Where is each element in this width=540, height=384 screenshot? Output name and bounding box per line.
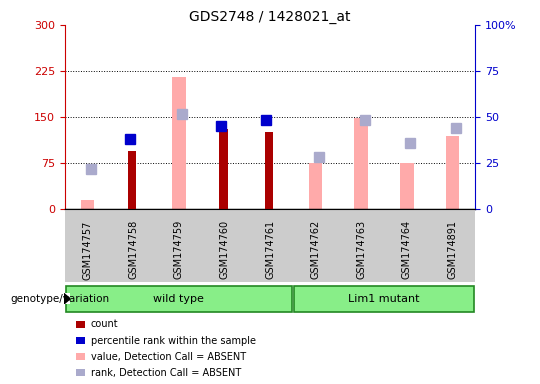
Bar — [76, 321, 85, 328]
Text: GSM174760: GSM174760 — [219, 220, 230, 279]
Polygon shape — [64, 293, 70, 304]
Bar — [354, 118, 368, 209]
Text: count: count — [91, 319, 118, 329]
Bar — [76, 353, 85, 360]
Bar — [76, 369, 85, 376]
Text: percentile rank within the sample: percentile rank within the sample — [91, 336, 256, 346]
Bar — [128, 151, 137, 209]
Text: wild type: wild type — [153, 293, 204, 304]
Bar — [446, 136, 459, 209]
Text: GDS2748 / 1428021_at: GDS2748 / 1428021_at — [189, 10, 351, 23]
Bar — [76, 337, 85, 344]
Bar — [265, 132, 273, 209]
Bar — [219, 129, 227, 209]
Text: genotype/variation: genotype/variation — [11, 294, 110, 304]
FancyBboxPatch shape — [66, 286, 292, 311]
Text: GSM174761: GSM174761 — [265, 220, 275, 279]
Text: GSM174764: GSM174764 — [402, 220, 412, 279]
Text: GSM174757: GSM174757 — [83, 220, 92, 280]
Text: rank, Detection Call = ABSENT: rank, Detection Call = ABSENT — [91, 368, 241, 378]
Bar — [400, 163, 414, 209]
FancyBboxPatch shape — [294, 286, 474, 311]
Text: value, Detection Call = ABSENT: value, Detection Call = ABSENT — [91, 352, 246, 362]
Text: GSM174762: GSM174762 — [310, 220, 321, 280]
Bar — [309, 163, 322, 209]
Bar — [81, 200, 94, 209]
Text: GSM174759: GSM174759 — [174, 220, 184, 280]
Bar — [172, 77, 186, 209]
Text: GSM174758: GSM174758 — [128, 220, 138, 280]
Text: GSM174891: GSM174891 — [448, 220, 457, 279]
Text: Lim1 mutant: Lim1 mutant — [348, 293, 420, 304]
Text: GSM174763: GSM174763 — [356, 220, 366, 279]
